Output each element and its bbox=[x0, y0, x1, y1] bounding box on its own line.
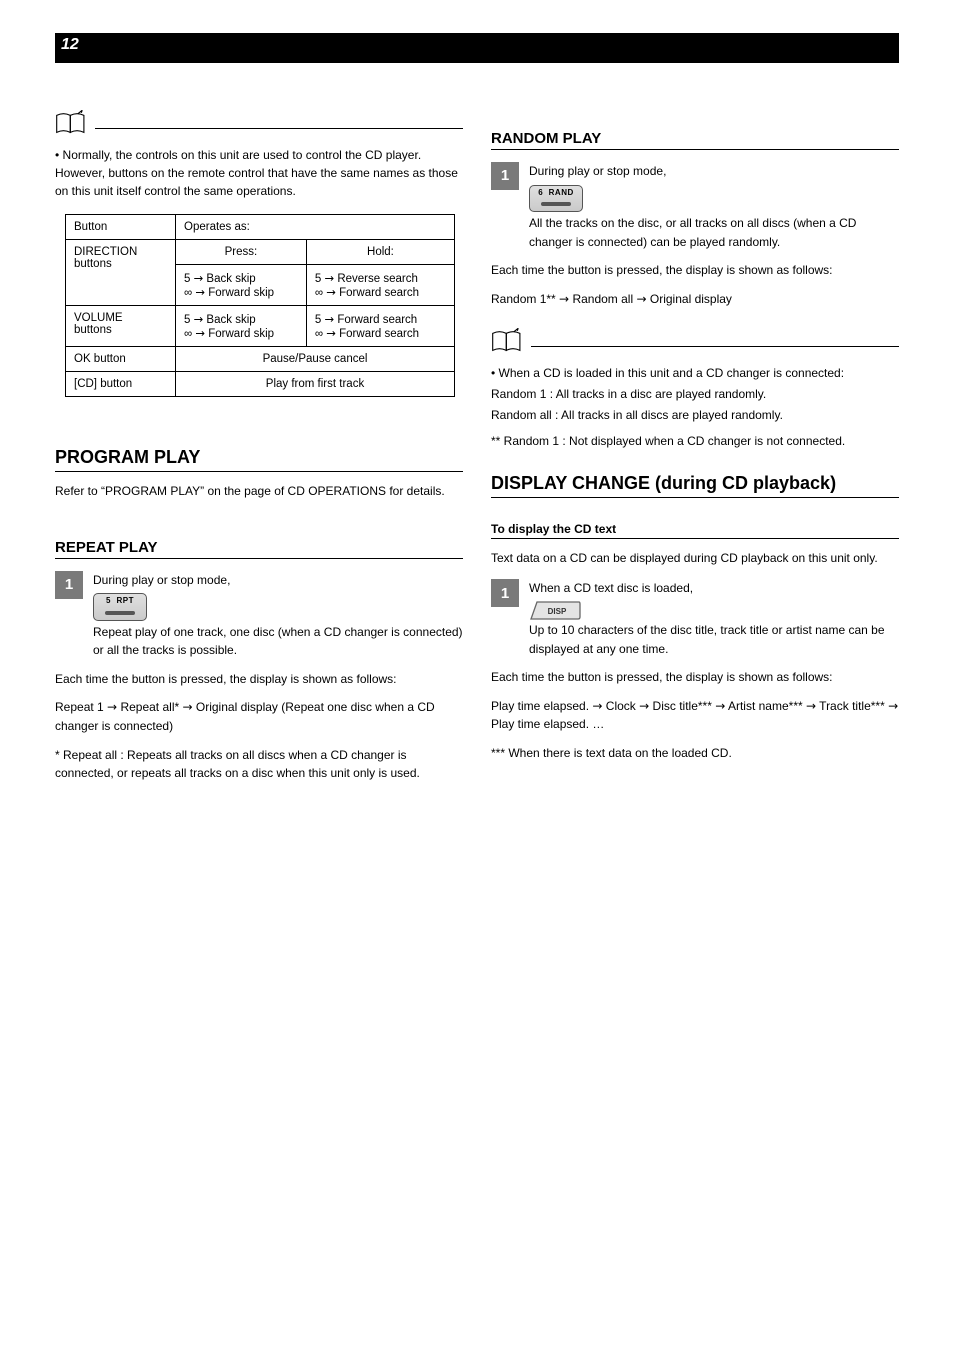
rand-seq-prefix: Each time the button is pressed, the dis… bbox=[491, 261, 899, 280]
btn-6-label: 6 bbox=[538, 188, 543, 197]
table-cell: DIRECTIONbuttons bbox=[66, 240, 176, 306]
book-icon bbox=[491, 328, 525, 354]
rand-note-row bbox=[491, 328, 899, 354]
table-cell: Press: bbox=[176, 240, 307, 265]
rpt-sequence: Repeat 1 → Repeat all* → Original displa… bbox=[55, 698, 463, 735]
button-map-table: Button Operates as: DIRECTIONbuttons Pre… bbox=[65, 214, 455, 397]
table-cell: 5 → Back skip∞ → Forward skip bbox=[176, 265, 307, 306]
repeat-step-body: During play or stop mode, 5 RPT Repeat p… bbox=[93, 571, 463, 660]
table-cell: OK button bbox=[66, 347, 176, 372]
svg-text:DISP: DISP bbox=[548, 607, 567, 616]
table-cell: Hold: bbox=[306, 240, 454, 265]
step-number-1: 1 bbox=[491, 579, 519, 607]
random-step-text-a: During play or stop mode, bbox=[529, 164, 666, 178]
top-black-bar bbox=[55, 33, 899, 63]
program-play-lead: Refer to “PROGRAM PLAY” on the page of C… bbox=[55, 482, 463, 501]
table-cell: 5 → Back skip∞ → Forward skip bbox=[176, 306, 307, 347]
disp-body: Up to 10 characters of the disc title, t… bbox=[529, 623, 885, 656]
rand-note-a: • When a CD is loaded in this unit and a… bbox=[491, 364, 899, 383]
cd-text-subsection: To display the CD text bbox=[491, 522, 899, 539]
disp-step-text: When a CD text disc is loaded, bbox=[529, 581, 693, 595]
table-cell: 5 → Forward search∞ → Forward search bbox=[306, 306, 454, 347]
table-cell: VOLUMEbuttons bbox=[66, 306, 176, 347]
book-icon bbox=[55, 110, 89, 136]
repeat-step-1: 1 During play or stop mode, 5 RPT Repeat… bbox=[55, 571, 463, 660]
page-content: • Normally, the controls on this unit ar… bbox=[55, 90, 899, 783]
table-cell: Pause/Pause cancel bbox=[176, 347, 455, 372]
disp-seq-prefix: Each time the button is pressed, the dis… bbox=[491, 668, 899, 687]
table-cell: 5 → Reverse search∞ → Forward search bbox=[306, 265, 454, 306]
table-header-button: Button bbox=[66, 215, 176, 240]
display-change-heading: DISPLAY CHANGE (during CD playback) bbox=[491, 473, 899, 498]
rpt-footnote: * Repeat all : Repeats all tracks on all… bbox=[55, 746, 463, 783]
disp-step-body: When a CD text disc is loaded, DISP Up t… bbox=[529, 579, 899, 658]
disp-lead: Text data on a CD can be displayed durin… bbox=[491, 549, 899, 568]
disp-note-star: *** When there is text data on the loade… bbox=[491, 744, 899, 763]
note-rule bbox=[95, 128, 463, 129]
random-step-1: 1 During play or stop mode, 6 RAND All t… bbox=[491, 162, 899, 251]
left-column: • Normally, the controls on this unit ar… bbox=[55, 90, 463, 783]
table-cell: Play from first track bbox=[176, 372, 455, 397]
page-number: 12 bbox=[61, 36, 79, 54]
step-number-1: 1 bbox=[55, 571, 83, 599]
table-cell: [CD] button bbox=[66, 372, 176, 397]
rand-button: 6 RAND bbox=[529, 185, 583, 212]
btn-5-label: 5 bbox=[106, 596, 111, 605]
rpt-sequence-prefix: Each time the button is pressed, the dis… bbox=[55, 670, 463, 689]
rand-footnote: ** Random 1 : Not displayed when a CD ch… bbox=[491, 432, 899, 451]
random-play-heading: RANDOM PLAY bbox=[491, 130, 899, 150]
disp-step-1: 1 When a CD text disc is loaded, DISP Up… bbox=[491, 579, 899, 658]
note-text: • Normally, the controls on this unit ar… bbox=[55, 146, 463, 200]
program-play-heading: PROGRAM PLAY bbox=[55, 447, 463, 472]
btn-rpt-label: RPT bbox=[116, 596, 134, 605]
disp-button: DISP bbox=[529, 601, 581, 620]
random-step-body: During play or stop mode, 6 RAND All the… bbox=[529, 162, 899, 251]
random-body: All the tracks on the disc, or all track… bbox=[529, 216, 856, 249]
right-column: RANDOM PLAY 1 During play or stop mode, … bbox=[491, 90, 899, 783]
rand-note-c: Random all : All tracks in all discs are… bbox=[491, 406, 899, 425]
rand-note-rule bbox=[531, 346, 899, 347]
repeat-play-heading: REPEAT PLAY bbox=[55, 539, 463, 559]
rand-sequence: Random 1** → Random all → Original displ… bbox=[491, 290, 899, 309]
btn-rand-label: RAND bbox=[549, 188, 574, 197]
repeat-step-text-b: Repeat play of one track, one disc (when… bbox=[93, 625, 463, 658]
step-number-1: 1 bbox=[491, 162, 519, 190]
rpt-button: 5 RPT bbox=[93, 593, 147, 620]
disp-sequence: Play time elapsed. → Clock → Disc title*… bbox=[491, 697, 899, 734]
table-header-operates: Operates as: bbox=[176, 215, 455, 240]
rand-note-b: Random 1 : All tracks in a disc are play… bbox=[491, 385, 899, 404]
note-row bbox=[55, 110, 463, 136]
repeat-step-text-a: During play or stop mode, bbox=[93, 573, 230, 587]
